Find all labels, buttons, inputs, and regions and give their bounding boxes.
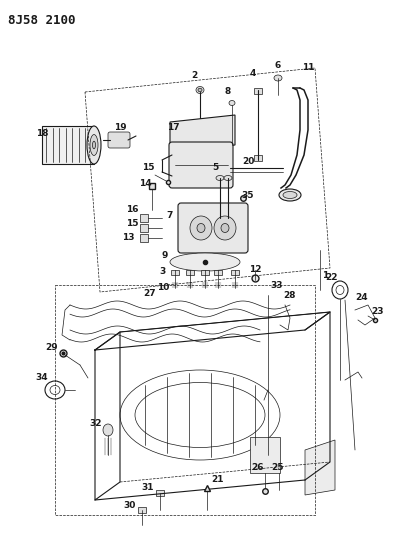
Text: 25: 25 — [272, 464, 284, 472]
Ellipse shape — [283, 191, 297, 198]
Text: 35: 35 — [242, 191, 254, 200]
Ellipse shape — [214, 216, 236, 240]
Text: 12: 12 — [249, 265, 261, 274]
Text: 18: 18 — [36, 128, 48, 138]
Ellipse shape — [190, 216, 212, 240]
FancyBboxPatch shape — [108, 132, 130, 148]
Ellipse shape — [103, 424, 113, 436]
Text: 26: 26 — [252, 464, 264, 472]
Text: 31: 31 — [142, 482, 154, 491]
Text: 33: 33 — [271, 280, 283, 289]
Text: 14: 14 — [139, 179, 151, 188]
Text: 28: 28 — [284, 290, 296, 300]
Text: 24: 24 — [356, 294, 368, 303]
Bar — [138, 507, 146, 513]
Text: 32: 32 — [90, 418, 102, 427]
Bar — [140, 214, 148, 222]
Text: 22: 22 — [326, 273, 338, 282]
Polygon shape — [305, 440, 335, 495]
FancyBboxPatch shape — [169, 142, 233, 188]
Text: 21: 21 — [212, 474, 224, 483]
Text: 23: 23 — [372, 308, 384, 317]
Bar — [171, 270, 179, 275]
Bar — [254, 88, 262, 94]
Text: 9: 9 — [162, 252, 168, 261]
Bar — [140, 224, 148, 232]
Text: 34: 34 — [36, 374, 48, 383]
Ellipse shape — [221, 223, 229, 232]
Text: 2: 2 — [191, 70, 197, 79]
Text: 16: 16 — [126, 206, 138, 214]
Text: 29: 29 — [46, 343, 58, 352]
Text: 27: 27 — [144, 289, 156, 298]
Bar — [201, 270, 209, 275]
Polygon shape — [170, 115, 235, 152]
Text: 8J58 2100: 8J58 2100 — [8, 14, 75, 27]
Ellipse shape — [93, 141, 95, 149]
Text: 15: 15 — [126, 220, 138, 229]
Text: 19: 19 — [114, 124, 126, 133]
Text: 11: 11 — [302, 63, 314, 72]
Bar — [250, 437, 280, 473]
Text: 6: 6 — [275, 61, 281, 69]
Ellipse shape — [196, 86, 204, 93]
Ellipse shape — [198, 88, 202, 92]
Bar — [140, 234, 148, 242]
Text: 20: 20 — [242, 157, 254, 166]
Ellipse shape — [279, 189, 301, 201]
Text: 17: 17 — [167, 123, 179, 132]
Text: 30: 30 — [124, 500, 136, 510]
Bar — [216, 214, 224, 224]
Text: 5: 5 — [212, 164, 218, 173]
Bar — [254, 155, 262, 161]
Ellipse shape — [90, 134, 98, 156]
Ellipse shape — [87, 126, 101, 164]
Text: 8: 8 — [225, 87, 231, 96]
Ellipse shape — [197, 223, 205, 232]
Ellipse shape — [224, 175, 232, 181]
FancyBboxPatch shape — [178, 203, 248, 253]
Bar — [156, 490, 164, 496]
Ellipse shape — [229, 101, 235, 106]
Ellipse shape — [216, 175, 224, 181]
Bar — [42, 126, 94, 164]
Text: 15: 15 — [142, 164, 154, 173]
Bar — [231, 270, 239, 275]
Bar — [186, 270, 194, 275]
Text: 13: 13 — [122, 233, 134, 243]
Text: 3: 3 — [160, 268, 166, 277]
Text: 10: 10 — [157, 282, 169, 292]
Ellipse shape — [274, 75, 282, 81]
Text: 4: 4 — [250, 69, 256, 77]
Text: 7: 7 — [167, 211, 173, 220]
Bar — [224, 214, 232, 224]
Text: 1: 1 — [322, 271, 328, 279]
Ellipse shape — [170, 253, 240, 271]
Bar — [214, 270, 222, 275]
